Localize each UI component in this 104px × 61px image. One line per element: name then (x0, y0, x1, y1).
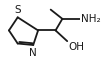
Text: NH₂: NH₂ (81, 14, 100, 24)
Text: OH: OH (68, 42, 84, 52)
Text: S: S (14, 5, 21, 15)
Text: N: N (29, 48, 37, 58)
